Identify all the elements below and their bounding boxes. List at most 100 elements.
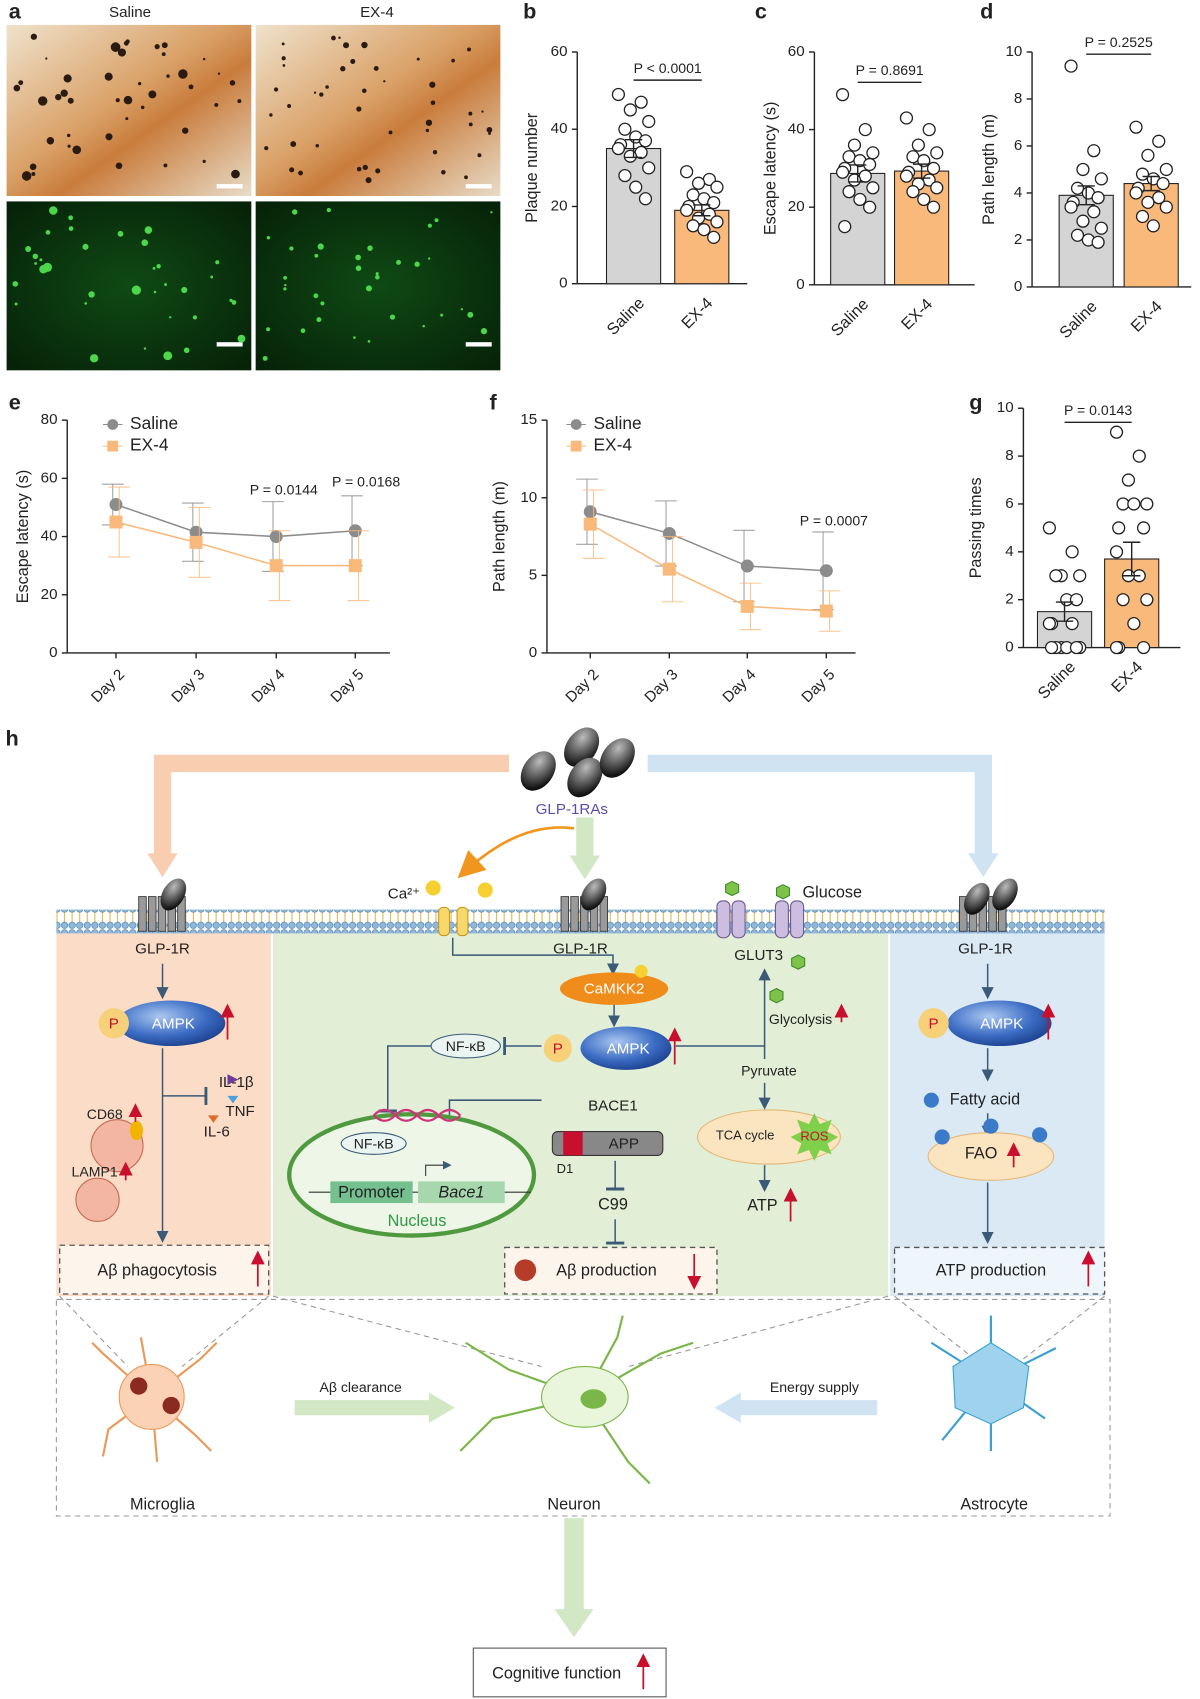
microglia-body [118,1363,185,1430]
speck [161,52,166,57]
data-point [697,223,711,237]
marker [583,505,597,519]
y-tick-label: 60 [788,43,805,60]
speck [89,354,99,363]
pathway-label: Glycolysis [769,1011,832,1027]
data-point [618,122,632,136]
data-point [917,192,931,207]
kinase [117,1000,226,1047]
speck [289,246,294,251]
fatty-acid [1032,1127,1048,1143]
fatty-acid [923,1092,939,1108]
data-point [911,138,925,152]
receptor-label: GLP-1R [553,941,608,958]
speck [141,239,149,247]
speck [67,97,74,104]
speck [264,146,269,151]
cell-box [55,1298,1111,1517]
flow-arrow [647,754,992,856]
cytokine-label: TNF [225,1103,254,1120]
speck [338,36,341,39]
x-tick-label: EX-4 [1127,297,1165,335]
speck [375,272,379,276]
speck [14,302,18,306]
y-tick-label: 4 [1005,543,1013,560]
enzyme [559,972,669,1005]
speck [353,336,356,339]
speck [388,130,393,135]
data-point [863,200,877,214]
speck [140,105,145,110]
data-point [680,165,694,179]
y-tick-label: 0 [559,275,567,292]
speck [202,159,206,164]
data-point [707,230,721,244]
flow-arrow [153,754,510,856]
speck [284,283,287,287]
gene-label: Bace1 [438,1184,484,1202]
ligand [520,751,556,791]
speck [117,230,124,237]
speck [414,261,420,267]
plaque [130,1377,148,1395]
x-tick-label: EX-4 [1108,658,1146,696]
y-axis-title: Escape latency (s) [14,470,32,604]
speck [217,72,221,75]
speck [25,246,32,252]
speck [231,169,240,179]
ligand [160,878,187,911]
ros [790,1113,839,1161]
data-point [1064,200,1078,214]
speck [428,257,431,260]
product-label: ATP [747,1197,777,1215]
speck [154,44,160,50]
speck [68,215,74,221]
marker [740,559,754,573]
speck [152,266,156,270]
speck [12,281,19,287]
p-value: P = 0.0007 [800,513,868,529]
data-point [835,165,850,179]
diagram: h GLP-1RAs GLP-1R GLP-1R GLP-1R P AMPK I… [6,725,1111,1698]
speck [153,290,157,294]
curved-arrow [457,826,575,879]
marker [819,564,833,578]
data-point [629,180,643,194]
speck [38,96,48,106]
data-point [847,138,862,152]
data-point [618,168,632,183]
y-tick-label: 0 [1005,639,1013,656]
factor-label: NF-κB [354,1135,394,1151]
marker [583,517,597,531]
speck [367,339,371,343]
data-point [853,192,867,207]
panel-letter: b [523,0,536,24]
speck [115,98,120,103]
data-point [1136,521,1151,535]
outcome-label: ATP production [936,1262,1046,1280]
data-point [1094,221,1108,235]
data-point [1109,640,1124,655]
speck [192,315,198,320]
speck [67,133,71,138]
data-point [1065,545,1079,559]
data-point [1141,195,1155,209]
data-point [899,169,914,183]
metabolite-label: Fatty acid [950,1090,1020,1108]
speck [88,291,95,298]
data-point [906,185,920,199]
marker-label: LAMP1 [72,1163,118,1179]
data-point [642,114,656,129]
speck [148,90,157,99]
speck [441,169,446,175]
speck [430,100,436,106]
data-point [842,185,856,199]
speck [477,153,482,158]
speck [117,48,127,57]
data-point [623,149,637,163]
pathway-label: FAO [965,1145,997,1163]
p-value: P = 0.0144 [250,481,318,497]
arrow-head [147,853,178,878]
marker [269,530,283,544]
